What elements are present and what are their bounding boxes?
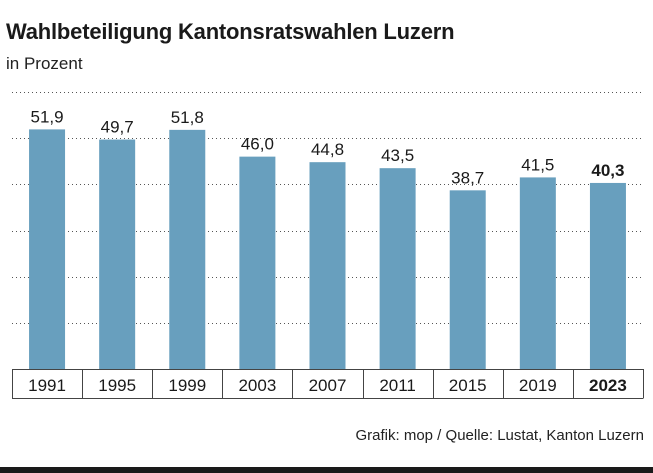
tick-label-2015: 2015 <box>449 376 487 395</box>
value-label-1995: 49,7 <box>101 118 134 137</box>
value-label-1991: 51,9 <box>31 107 64 126</box>
value-label-2023: 40,3 <box>591 161 624 180</box>
tick-label-2023: 2023 <box>589 376 627 395</box>
tick-label-1995: 1995 <box>98 376 136 395</box>
bar-2019 <box>519 177 556 369</box>
tick-label-2019: 2019 <box>519 376 557 395</box>
bar-2003 <box>239 156 276 369</box>
bottom-rule <box>0 467 653 473</box>
tick-label-2011: 2011 <box>379 376 416 395</box>
tick-label-1999: 1999 <box>168 376 206 395</box>
value-label-1999: 51,8 <box>171 108 204 127</box>
bar-chart: 51,9 49,7 51,8 46,0 44,8 43,5 38,7 41,5 40,3 199… <box>12 92 644 399</box>
bars <box>29 129 626 369</box>
bar-2015 <box>449 190 486 369</box>
bar-2007 <box>309 162 346 369</box>
bar-2023 <box>589 182 626 369</box>
category-axis: 1991 1995 1999 2003 2007 2011 2015 2019 2023 <box>12 369 644 399</box>
bar-2011 <box>379 168 416 369</box>
bar-1991 <box>29 129 66 369</box>
value-label-2019: 41,5 <box>521 155 554 174</box>
value-label-2003: 46,0 <box>241 135 274 154</box>
tick-label-2003: 2003 <box>238 376 276 395</box>
value-labels: 51,9 49,7 51,8 46,0 44,8 43,5 38,7 41,5 40,3 <box>31 107 625 187</box>
tick-label-1991: 1991 <box>28 376 66 395</box>
value-label-2015: 38,7 <box>451 168 484 187</box>
tick-label-2007: 2007 <box>309 376 347 395</box>
chart-title: Wahlbeteiligung Kantonsratswahlen Luzern <box>6 19 455 44</box>
value-label-2011: 43,5 <box>381 146 414 165</box>
bar-1995 <box>99 139 136 369</box>
source-note: Grafik: mop / Quelle: Lustat, Kanton Luz… <box>355 427 645 444</box>
value-label-2007: 44,8 <box>311 140 344 159</box>
bar-1999 <box>169 129 206 369</box>
chart-subtitle: in Prozent <box>6 54 83 73</box>
